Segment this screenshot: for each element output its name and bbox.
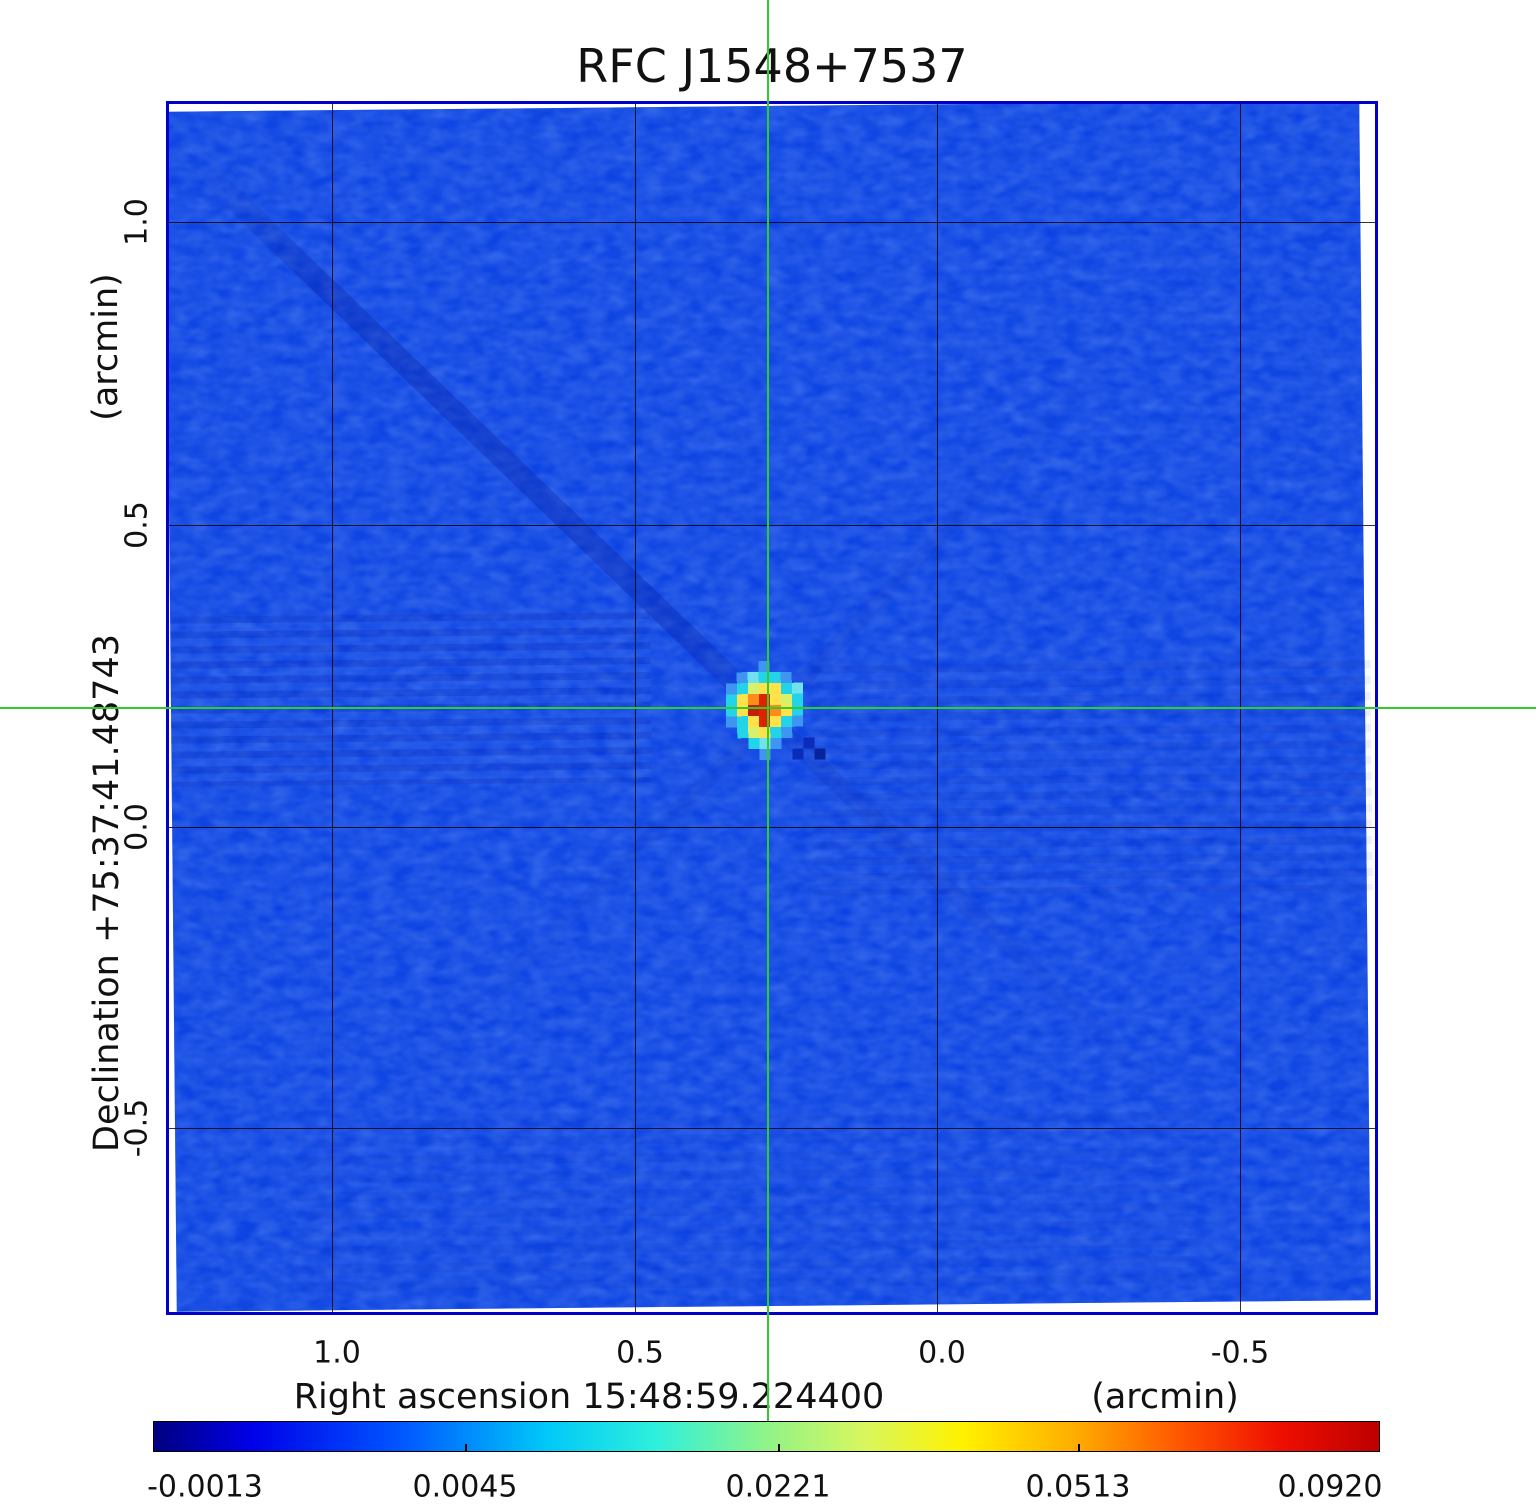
x-axis-title: Right ascension 15:48:59.224400 <box>293 1377 885 1417</box>
y-axis-title: Declination +75:37:41.48743 <box>87 634 127 1152</box>
x-tick-label: 1.0 <box>313 1335 361 1371</box>
x-tick-label: -0.5 <box>1210 1335 1270 1371</box>
grid-line-horizontal <box>169 827 1375 828</box>
x-tick-label: 0.0 <box>918 1335 966 1371</box>
x-tick-label: 0.5 <box>616 1335 664 1371</box>
colorbar-label: 0.0045 <box>412 1469 518 1505</box>
source-hotspot <box>725 660 826 761</box>
y-tick-label: 1.0 <box>119 198 155 246</box>
y-axis-unit-label: (arcmin) <box>86 273 126 421</box>
colorbar-gradient <box>153 1421 1380 1452</box>
crosshair-vertical-line <box>767 0 769 1421</box>
colorbar-label: 0.0221 <box>725 1469 831 1505</box>
colorbar-tick <box>1078 1444 1080 1452</box>
colorbar-label: 0.0513 <box>1025 1469 1131 1505</box>
y-tick-label: 0.0 <box>119 803 155 851</box>
colorbar-label: 0.0920 <box>1277 1469 1383 1505</box>
x-axis-unit-label: (arcmin) <box>1091 1377 1239 1417</box>
colorbar-label: -0.0013 <box>147 1469 263 1505</box>
colorbar-tick <box>465 1444 467 1452</box>
noise-striation-right <box>810 660 1373 896</box>
y-tick-label: 0.5 <box>119 501 155 549</box>
y-tick-label: -0.5 <box>119 1098 155 1158</box>
grid-line-horizontal <box>169 525 1375 526</box>
noise-striation-bottom <box>294 1111 1197 1301</box>
colorbar-tick <box>778 1444 780 1452</box>
crosshair-horizontal-line <box>0 707 1536 709</box>
noise-striation-left <box>170 612 652 787</box>
page-title: RFC J1548+7537 <box>576 39 968 93</box>
grid-line-horizontal <box>169 222 1375 223</box>
grid-line-horizontal <box>169 1128 1375 1129</box>
